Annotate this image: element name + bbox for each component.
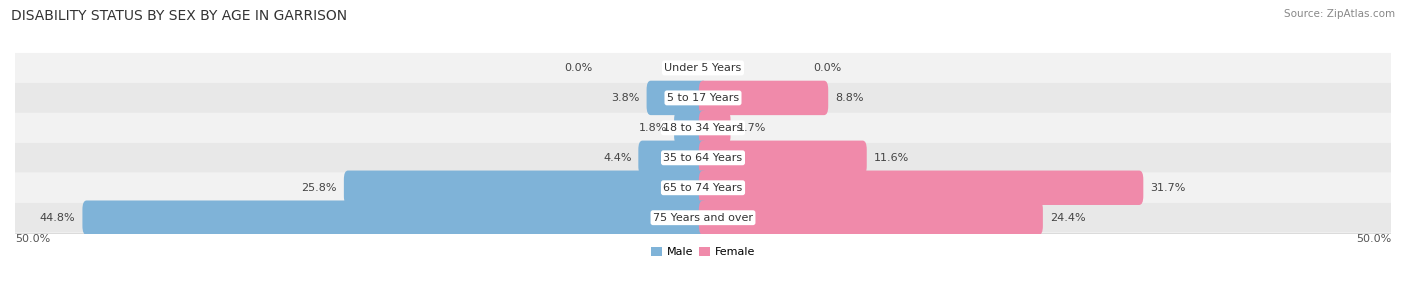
FancyBboxPatch shape (699, 81, 828, 115)
Text: 0.0%: 0.0% (565, 63, 593, 73)
Text: 50.0%: 50.0% (1355, 233, 1391, 244)
FancyBboxPatch shape (647, 81, 707, 115)
Text: Source: ZipAtlas.com: Source: ZipAtlas.com (1284, 9, 1395, 19)
FancyBboxPatch shape (15, 113, 1391, 143)
FancyBboxPatch shape (344, 171, 707, 205)
Text: 1.8%: 1.8% (638, 123, 668, 133)
FancyBboxPatch shape (15, 143, 1391, 173)
FancyBboxPatch shape (15, 83, 1391, 113)
Text: 31.7%: 31.7% (1150, 183, 1185, 193)
FancyBboxPatch shape (638, 140, 707, 175)
Text: 18 to 34 Years: 18 to 34 Years (664, 123, 742, 133)
Text: 35 to 64 Years: 35 to 64 Years (664, 153, 742, 163)
Text: 11.6%: 11.6% (873, 153, 908, 163)
FancyBboxPatch shape (699, 111, 731, 145)
Text: DISABILITY STATUS BY SEX BY AGE IN GARRISON: DISABILITY STATUS BY SEX BY AGE IN GARRI… (11, 9, 347, 23)
Text: 25.8%: 25.8% (301, 183, 337, 193)
FancyBboxPatch shape (673, 111, 707, 145)
Text: 8.8%: 8.8% (835, 93, 863, 103)
Text: 3.8%: 3.8% (612, 93, 640, 103)
Text: 50.0%: 50.0% (15, 233, 51, 244)
Text: Under 5 Years: Under 5 Years (665, 63, 741, 73)
Legend: Male, Female: Male, Female (647, 242, 759, 261)
FancyBboxPatch shape (15, 203, 1391, 233)
Text: 1.7%: 1.7% (737, 123, 766, 133)
Text: 0.0%: 0.0% (813, 63, 841, 73)
Text: 24.4%: 24.4% (1050, 213, 1085, 223)
FancyBboxPatch shape (15, 173, 1391, 203)
FancyBboxPatch shape (699, 140, 866, 175)
FancyBboxPatch shape (699, 200, 1043, 235)
FancyBboxPatch shape (83, 200, 707, 235)
Text: 65 to 74 Years: 65 to 74 Years (664, 183, 742, 193)
Text: 4.4%: 4.4% (603, 153, 631, 163)
Text: 75 Years and over: 75 Years and over (652, 213, 754, 223)
Text: 5 to 17 Years: 5 to 17 Years (666, 93, 740, 103)
Text: 44.8%: 44.8% (39, 213, 76, 223)
FancyBboxPatch shape (15, 53, 1391, 83)
FancyBboxPatch shape (699, 171, 1143, 205)
